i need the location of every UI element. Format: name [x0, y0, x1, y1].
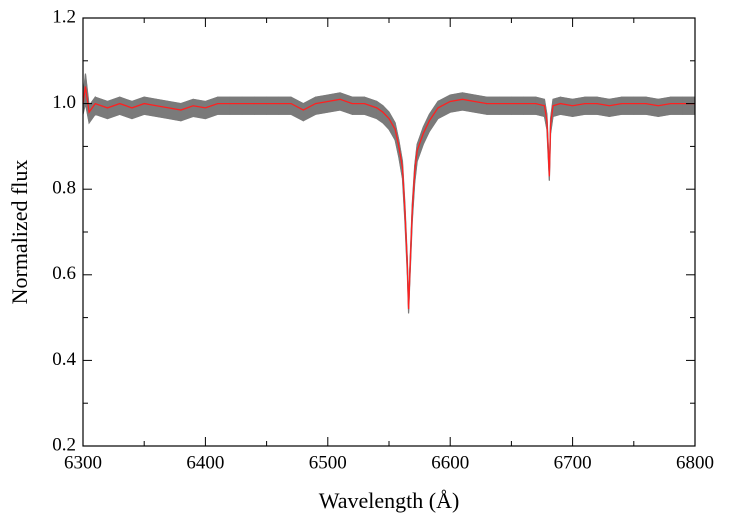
x-tick-label: 6500 — [309, 452, 347, 473]
noise-band — [552, 96, 561, 117]
x-tick-label: 6600 — [431, 452, 469, 473]
noise-band — [608, 96, 622, 117]
noise-band — [278, 96, 292, 115]
y-tick-label: 0.2 — [52, 434, 76, 455]
noise-band — [510, 96, 525, 115]
y-tick-label: 1.0 — [52, 92, 76, 113]
noise-band — [535, 96, 545, 117]
noise-band — [657, 96, 671, 117]
noise-band — [156, 98, 170, 120]
noise-band — [266, 96, 280, 115]
noise-band — [217, 96, 231, 115]
x-tick-label: 6700 — [554, 452, 592, 473]
x-axis-label: Wavelength (Å) — [319, 488, 460, 513]
x-tick-label: 6800 — [676, 452, 714, 473]
noise-band — [682, 96, 696, 115]
noise-band — [351, 96, 365, 115]
noise-band — [474, 94, 488, 115]
noise-band — [486, 96, 500, 115]
y-tick-label: 0.8 — [52, 178, 76, 199]
noise-band — [449, 92, 463, 113]
noise-band — [498, 96, 512, 115]
noise-band — [229, 96, 243, 115]
y-axis-label: Normalized flux — [7, 160, 32, 305]
noise-band — [315, 94, 329, 115]
noise-band — [633, 96, 647, 115]
noise-band — [327, 92, 341, 113]
noise-band — [241, 96, 255, 115]
noise-band — [596, 96, 610, 117]
noise-band — [168, 100, 182, 122]
noise-band — [143, 96, 157, 117]
noise-band — [253, 96, 268, 115]
noise-band — [192, 98, 206, 120]
y-tick-label: 0.4 — [52, 349, 76, 370]
noise-band — [416, 127, 424, 162]
noise-band — [559, 96, 573, 117]
noise-band — [523, 96, 537, 115]
x-tick-label: 6300 — [64, 452, 102, 473]
spectrum-line — [82, 86, 695, 310]
noise-band — [584, 96, 598, 115]
noise-band — [422, 114, 430, 145]
noise-band — [645, 96, 659, 117]
noise-band — [670, 96, 684, 115]
noise-band — [428, 100, 439, 133]
noise-band — [621, 96, 635, 115]
plot-frame — [82, 17, 696, 447]
band-edge — [82, 103, 695, 314]
x-tick-label: 6400 — [186, 452, 224, 473]
noise-band — [572, 96, 586, 117]
y-tick-label: 1.2 — [52, 6, 76, 27]
noise-band — [462, 92, 476, 113]
y-tick-label: 0.6 — [52, 263, 76, 284]
